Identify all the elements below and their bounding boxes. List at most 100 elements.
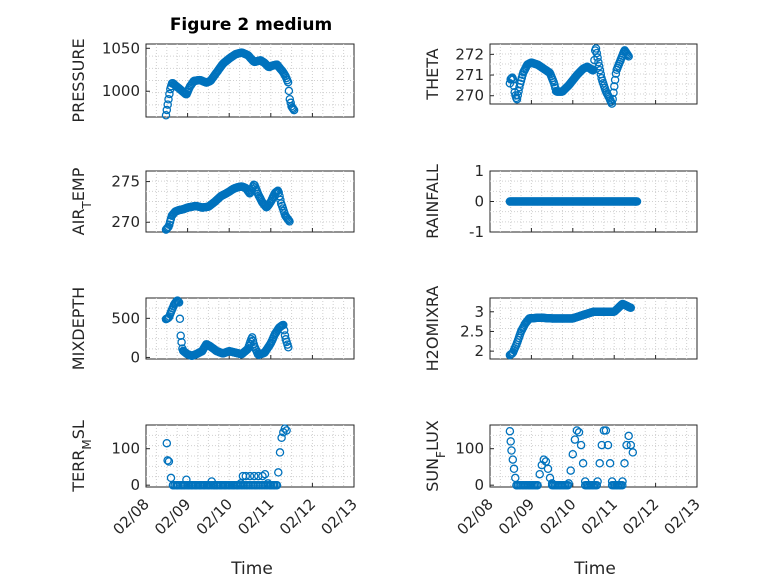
- data-point: [279, 320, 288, 330]
- data-point: [177, 337, 186, 347]
- data-point: [535, 469, 544, 479]
- x-tick-label: 02/08: [110, 495, 153, 538]
- data-point: [624, 431, 633, 441]
- data-point: [576, 440, 586, 450]
- y-tick-label: 1050: [102, 39, 140, 57]
- data-point: [283, 77, 293, 87]
- data-point: [174, 298, 184, 307]
- data-point: [162, 438, 172, 448]
- data-point: [508, 455, 518, 464]
- data-point: [594, 61, 604, 71]
- data-point: [275, 448, 285, 457]
- x-tick-label: 02/13: [318, 495, 361, 538]
- data-point: [574, 428, 584, 437]
- y-tick-label: 2: [474, 342, 484, 360]
- data-point: [607, 99, 617, 108]
- data-point: [282, 426, 291, 435]
- data-point: [241, 471, 251, 481]
- data-point: [632, 197, 642, 206]
- x-tick-label: 02/11: [234, 495, 277, 538]
- y-tick-label: 100: [111, 440, 140, 458]
- data-point: [610, 75, 620, 85]
- data-point: [288, 104, 298, 114]
- y-axis-label: SUNFLUX: [423, 420, 448, 492]
- data-point: [175, 314, 185, 324]
- subplot-4: -1 0 1 RAINFALL: [423, 162, 698, 241]
- subplot-6: 2 2.53 H2OMIXRA: [423, 286, 698, 372]
- data-point: [174, 297, 183, 306]
- data-point: [284, 343, 293, 352]
- data-point: [610, 82, 619, 91]
- data-point: [507, 74, 516, 83]
- data-point: [591, 44, 601, 53]
- data-point: [563, 480, 573, 490]
- y-tick-label: 100: [455, 440, 484, 458]
- y-tick-label: 500: [111, 309, 140, 327]
- x-tick-label: 02/08: [454, 495, 497, 538]
- data-point: [163, 100, 172, 109]
- data-point: [274, 468, 283, 477]
- y-axis-label: RAINFALL: [423, 164, 442, 239]
- data-point: [274, 188, 283, 197]
- data-point: [284, 86, 294, 96]
- subplot-1: 1000 1050 PRESSURE: [69, 38, 355, 123]
- data-point: [285, 217, 294, 226]
- y-axis-label: H2OMIXRA: [423, 286, 442, 372]
- y-axis-label: TERRMSL: [69, 420, 94, 493]
- data-point: [260, 469, 270, 479]
- data-point: [280, 424, 290, 433]
- x-tick-label: 02/09: [151, 495, 194, 538]
- data-point: [545, 473, 555, 483]
- data-point: [284, 216, 293, 225]
- y-tick-label: 272: [455, 45, 484, 63]
- data-point: [249, 471, 259, 481]
- y-tick-label: 271: [455, 66, 484, 84]
- data-point: [513, 90, 523, 100]
- data-point: [271, 480, 281, 490]
- data-point: [539, 455, 549, 464]
- data-point: [505, 426, 515, 436]
- data-point: [163, 456, 172, 465]
- y-tick-label: 270: [111, 213, 140, 231]
- data-point: [595, 65, 605, 75]
- subplot-3: 270 275 AIRTEMP: [69, 167, 355, 235]
- data-point: [592, 480, 602, 490]
- x-tick-label: 02/13: [661, 495, 704, 538]
- data-point: [628, 448, 638, 457]
- y-tick-label: 0: [474, 193, 484, 211]
- data-point: [277, 433, 286, 443]
- x-tick-label: 02/10: [193, 495, 236, 538]
- data-point: [165, 89, 174, 99]
- data-point: [162, 105, 172, 115]
- data-point: [592, 48, 602, 58]
- data-point: [164, 95, 173, 104]
- data-point: [248, 336, 258, 346]
- y-tick-label: 0: [474, 476, 484, 494]
- x-axis-label-left: Time: [230, 559, 273, 579]
- data-point: [570, 435, 580, 444]
- x-tick-label: 02/10: [536, 495, 579, 538]
- data-point: [624, 52, 633, 61]
- data-point: [507, 446, 516, 455]
- figure-title: Figure 2 medium: [170, 15, 332, 35]
- y-tick-label: 0: [130, 348, 140, 366]
- subplot-5: 0 500 MIXDEPTH: [69, 287, 355, 370]
- y-axis-label: AIRTEMP: [69, 167, 94, 235]
- data-point: [593, 53, 602, 62]
- data-point: [626, 303, 636, 313]
- data-point: [258, 471, 267, 481]
- y-tick-label: 270: [455, 87, 484, 105]
- data-point: [609, 88, 618, 97]
- data-point: [595, 459, 604, 468]
- y-tick-label: -1: [469, 223, 484, 241]
- subplot-2: 270 271 272 THETA: [423, 43, 698, 108]
- data-point: [566, 466, 575, 475]
- data-point: [603, 440, 613, 450]
- data-point: [578, 459, 588, 468]
- y-tick-label: 1: [474, 162, 484, 180]
- data-point: [164, 457, 174, 466]
- data-point: [618, 480, 627, 490]
